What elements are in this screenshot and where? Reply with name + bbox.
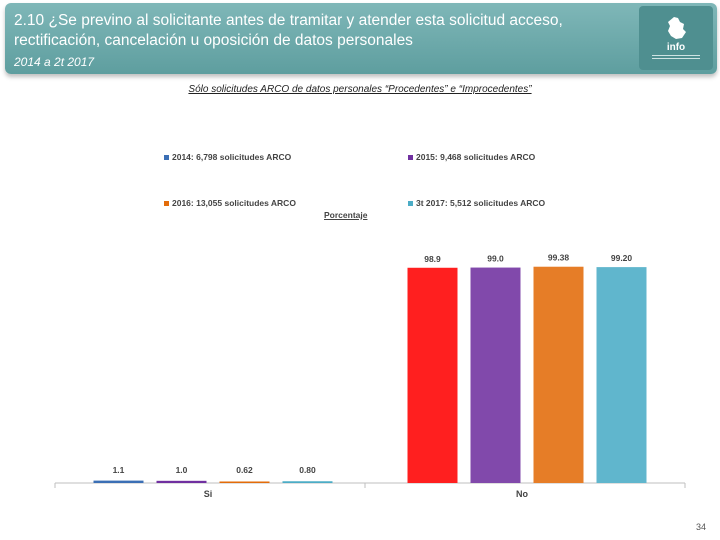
bar-shine [596,267,647,483]
data-label: 99.20 [611,253,633,263]
bar-shine [470,267,521,483]
category-label: Si [204,489,213,499]
legend-swatch [408,200,413,206]
logo-subtext-lines [652,54,700,61]
legend-item-2014: 2014: 6,798 solicitudes ARCO [164,152,291,162]
data-label: 98.9 [424,254,441,264]
data-label: 1.1 [113,465,125,475]
legend-label: 3t 2017: 5,512 solicitudes ARCO [416,198,546,208]
data-label: 99.0 [487,254,504,264]
category-label: No [516,489,528,499]
legend-label: 2016: 13,055 solicitudes ARCO [172,198,296,208]
info-logo: info [639,6,713,70]
bar-no-3 [596,267,647,483]
bar-shine [533,266,584,483]
slide-subtitle: 2014 a 2t 2017 [14,55,95,69]
data-label: 1.0 [176,465,188,475]
legend-item-2015: 2015: 9,468 solicitudes ARCO [408,152,535,162]
bar-shine [407,267,458,483]
legend-label: 2015: 9,468 solicitudes ARCO [416,152,536,162]
legend-swatch [164,154,169,160]
bar-no-0 [407,267,458,483]
bar-no-1 [470,267,521,483]
chart-note: Sólo solicitudes ARCO de datos personale… [188,84,532,95]
bar-si-2 [219,481,270,483]
bar-si-0 [93,480,144,483]
bar-no-2 [533,266,584,483]
data-label: 99.38 [548,253,570,263]
legend-label: 2014: 6,798 solicitudes ARCO [172,152,292,162]
legend-item-2017: 3t 2017: 5,512 solicitudes ARCO [408,198,545,208]
page-number: 34 [695,522,706,532]
legend-swatch [164,200,169,206]
city-map-icon [668,16,686,39]
legend-item-2016: 2016: 13,055 solicitudes ARCO [164,198,296,208]
slide-header: 2.10 ¿Se previno al solicitante antes de… [5,3,717,74]
data-label: 0.80 [299,465,316,475]
data-label: 0.62 [236,465,253,475]
slide-title: 2.10 ¿Se previno al solicitante antes de… [14,12,563,49]
legend-swatch [408,154,413,160]
logo-text: info [666,41,686,53]
bar-si-3 [282,481,333,483]
bar-si-1 [156,480,207,483]
y-axis-label: Porcentaje [324,210,368,220]
